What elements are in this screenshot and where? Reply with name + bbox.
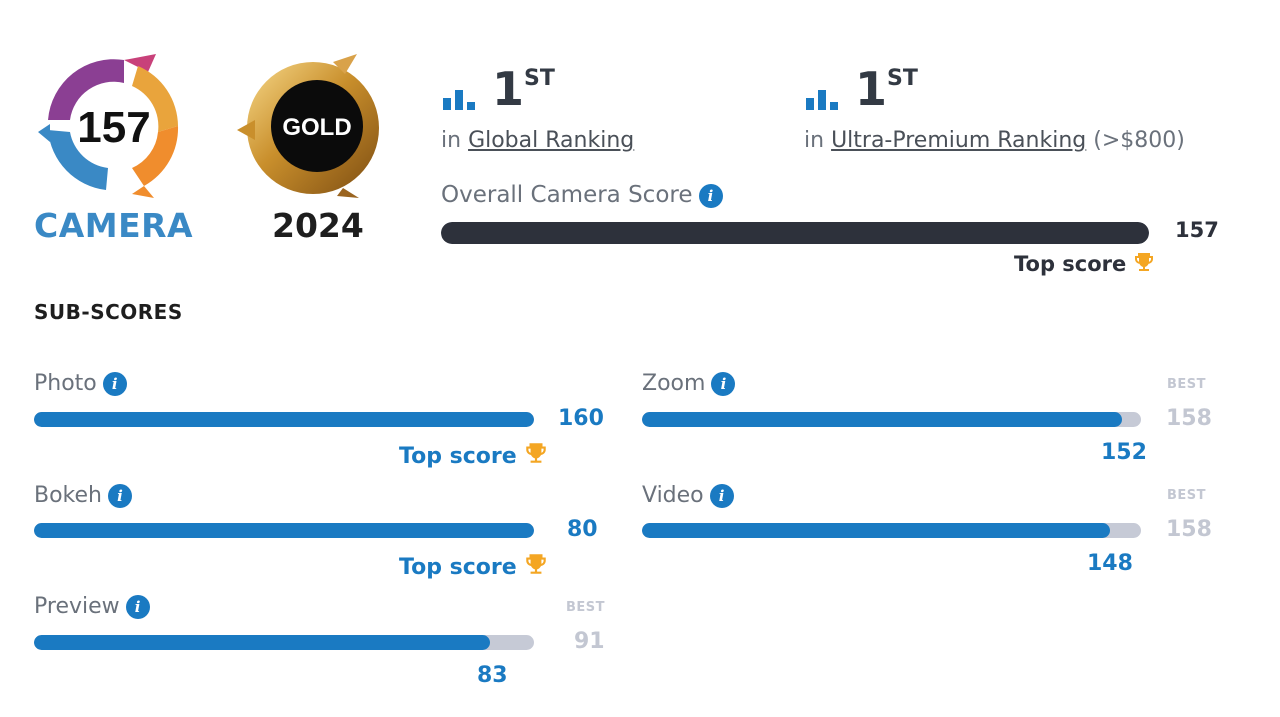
info-icon[interactable]: i: [108, 484, 132, 508]
bokeh-score-value: 80: [567, 517, 598, 542]
photo-score-value: 160: [558, 406, 604, 431]
bokeh-top-score: Top score: [399, 551, 549, 580]
zoom-score-bar: [642, 412, 1141, 427]
camera-label: CAMERA: [34, 206, 194, 245]
gold-badge-text: GOLD: [282, 114, 351, 141]
preview-score-value: 83: [477, 663, 508, 688]
overall-top-score-text: Top score: [1014, 252, 1127, 276]
video-score-fill: [642, 523, 1110, 538]
zoom-score-value: 152: [1101, 440, 1147, 465]
info-icon[interactable]: i: [102, 372, 127, 396]
info-icon[interactable]: i: [698, 183, 723, 208]
segment-rank-suffix: ST: [887, 66, 918, 91]
price-range: (>$800): [1093, 128, 1185, 153]
bokeh-score-bar: [34, 523, 534, 538]
bar-chart-icon: [443, 90, 475, 110]
preview-label: Preview i: [34, 594, 150, 619]
segment-rank: 1ST: [855, 66, 918, 112]
gold-badge: GOLD: [237, 54, 379, 198]
video-score-value: 148: [1087, 551, 1133, 576]
zoom-label-text: Zoom: [642, 371, 706, 396]
preview-score-bar: [34, 635, 534, 650]
camera-score-badge: 157: [38, 54, 179, 198]
global-ranking-prefix: in: [441, 128, 462, 153]
info-icon[interactable]: i: [709, 484, 734, 508]
photo-label: Photo i: [34, 371, 127, 396]
bar-chart-icon: [806, 90, 838, 110]
photo-score-fill: [34, 412, 534, 427]
award-year: 2024: [272, 206, 364, 245]
zoom-best-value: 158: [1166, 406, 1212, 431]
subscores-title: SUB-SCORES: [34, 300, 183, 324]
ultra-premium-ranking-link[interactable]: Ultra-Premium Ranking: [831, 128, 1087, 153]
bokeh-label: Bokeh i: [34, 483, 132, 508]
info-icon[interactable]: i: [711, 372, 736, 396]
bokeh-label-text: Bokeh: [34, 483, 102, 508]
preview-score-fill: [34, 635, 490, 650]
global-rank-number: 1: [492, 62, 525, 116]
overall-top-score: Top score: [1014, 250, 1156, 276]
preview-best-label: BEST: [566, 600, 606, 615]
trophy-icon: [525, 443, 546, 463]
preview-best-value: 91: [574, 629, 605, 654]
photo-top-score: Top score: [399, 440, 549, 469]
segment-ranking-prefix: in: [804, 128, 825, 153]
overall-score-label-text: Overall Camera Score: [441, 182, 693, 208]
preview-label-text: Preview: [34, 594, 120, 619]
camera-score-text: 157: [77, 103, 150, 152]
global-rank: 1ST: [492, 66, 555, 112]
global-ranking-line: in Global Ranking: [441, 128, 634, 153]
video-best-value: 158: [1166, 517, 1212, 542]
global-ranking-link[interactable]: Global Ranking: [468, 128, 635, 153]
photo-label-text: Photo: [34, 371, 97, 396]
bokeh-score-fill: [34, 523, 534, 538]
overall-score-fill: [441, 222, 1149, 244]
video-score-bar: [642, 523, 1141, 538]
info-icon[interactable]: i: [125, 595, 150, 619]
trophy-icon: [1135, 253, 1154, 271]
trophy-icon: [525, 554, 546, 574]
segment-ranking-line: in Ultra-Premium Ranking (>$800): [804, 128, 1185, 153]
photo-score-bar: [34, 412, 534, 427]
zoom-label: Zoom i: [642, 371, 736, 396]
segment-rank-number: 1: [855, 62, 888, 116]
overall-score-bar: [441, 222, 1149, 244]
overall-score-value: 157: [1175, 218, 1219, 242]
video-best-label: BEST: [1167, 488, 1207, 503]
zoom-score-fill: [642, 412, 1123, 427]
zoom-best-label: BEST: [1167, 377, 1207, 392]
video-label-text: Video: [642, 483, 704, 508]
bokeh-top-score-text: Top score: [399, 555, 517, 580]
overall-score-label: Overall Camera Score i: [441, 182, 723, 208]
video-label: Video i: [642, 483, 734, 508]
global-rank-suffix: ST: [524, 66, 555, 91]
photo-top-score-text: Top score: [399, 444, 517, 469]
